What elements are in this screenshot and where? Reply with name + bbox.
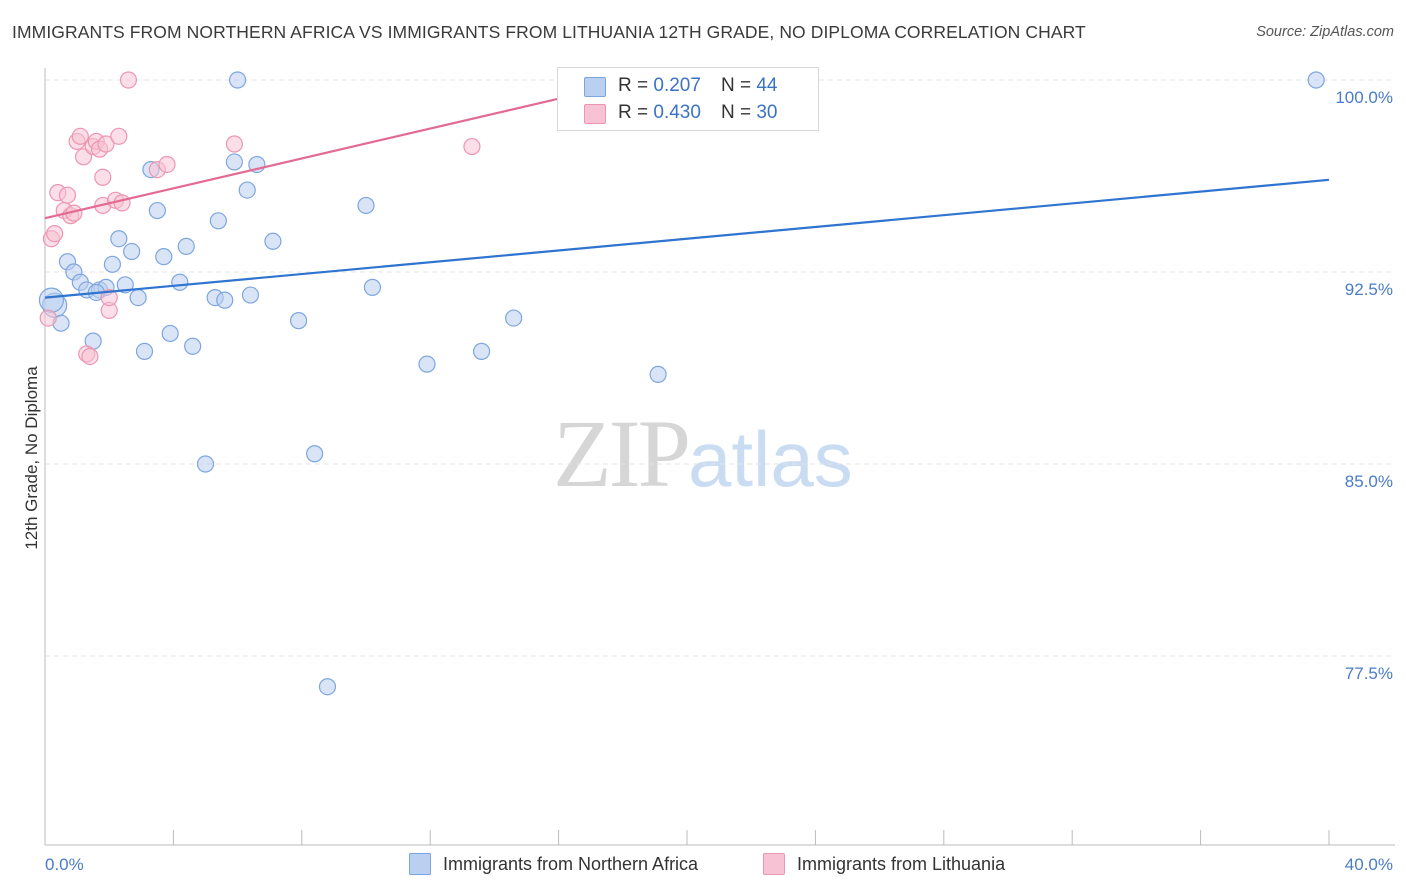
point-northern-africa — [184, 337, 202, 355]
point-northern-africa — [306, 445, 324, 463]
point-lithuania — [113, 194, 131, 212]
n-value: 30 — [756, 102, 778, 123]
x-tick-label: 40.0% — [1345, 855, 1393, 874]
n-label: N = — [720, 102, 752, 123]
chart-title: IMMIGRANTS FROM NORTHERN AFRICA VS IMMIG… — [12, 22, 1086, 42]
point-northern-africa — [103, 255, 122, 273]
point-northern-africa — [472, 342, 491, 360]
watermark: ZIPatlas — [553, 398, 853, 509]
watermark-atlas: atlas — [688, 415, 853, 503]
legend-swatch-lithuania — [763, 853, 785, 875]
regression-line-northern-africa — [44, 178, 1330, 299]
r-label: R = — [618, 102, 649, 123]
regression-line-lithuania — [44, 78, 640, 220]
legend-swatch-lithuania — [584, 104, 606, 124]
n-value: 44 — [756, 75, 778, 96]
bottom-legend-lithuania: Immigrants from Lithuania — [763, 851, 1005, 877]
y-tick-label: 85.0% — [1345, 472, 1393, 491]
point-northern-africa — [649, 365, 667, 383]
point-northern-africa — [363, 278, 382, 296]
point-northern-africa — [135, 342, 154, 360]
legend-label-lithuania: Immigrants from Lithuania — [797, 853, 1006, 874]
point-lithuania — [119, 71, 138, 89]
point-northern-africa — [155, 248, 173, 266]
y-tick-label: 92.5% — [1345, 280, 1393, 299]
tick-labels: 100.0% 92.5% 85.0% 77.5% 0.0% 40.0% — [45, 88, 1393, 874]
point-northern-africa — [238, 181, 256, 199]
point-lithuania — [110, 127, 128, 145]
legend-label-northern-africa: Immigrants from Northern Africa — [443, 853, 699, 874]
point-northern-africa — [129, 289, 147, 307]
point-lithuania — [71, 127, 89, 145]
axes — [44, 68, 1395, 846]
r-label: R = — [618, 75, 649, 96]
source-credit: Source: ZipAtlas.com — [1256, 24, 1394, 40]
point-northern-africa — [1307, 71, 1325, 89]
r-value: 0.207 — [653, 75, 701, 96]
point-northern-africa — [318, 678, 337, 696]
point-northern-africa — [177, 237, 195, 255]
point-lithuania — [463, 137, 481, 156]
point-northern-africa — [209, 212, 227, 230]
watermark-zip: ZIP — [553, 400, 691, 507]
legend-swatch-northern-africa — [409, 853, 431, 875]
point-lithuania — [225, 135, 243, 153]
point-northern-africa — [38, 287, 65, 313]
y-tick-label: 77.5% — [1345, 664, 1393, 683]
point-lithuania — [100, 289, 118, 307]
point-northern-africa — [241, 286, 260, 304]
point-northern-africa — [357, 196, 375, 215]
point-northern-africa — [110, 230, 128, 248]
x-tick-label: 0.0% — [45, 855, 84, 874]
point-northern-africa — [148, 201, 166, 220]
y-tick-label: 100.0% — [1335, 88, 1393, 107]
point-lithuania — [158, 155, 176, 174]
point-lithuania — [46, 225, 64, 243]
point-northern-africa — [171, 273, 189, 291]
point-lithuania — [58, 186, 77, 204]
point-northern-africa — [161, 324, 179, 343]
y-axis-label: 12th Grade, No Diploma — [22, 366, 41, 550]
n-label: N = — [720, 75, 752, 96]
point-lithuania — [81, 347, 99, 366]
point-northern-africa — [289, 312, 308, 330]
point-northern-africa — [229, 71, 247, 89]
point-lithuania — [97, 135, 115, 153]
point-northern-africa — [505, 309, 523, 327]
r-value: 0.430 — [653, 102, 701, 123]
point-northern-africa — [225, 153, 243, 171]
correlation-legend: R = 0.207 N = 44 R = 0.430 N = 30 — [557, 67, 819, 131]
point-lithuania — [39, 309, 57, 327]
point-lithuania — [94, 168, 112, 186]
point-northern-africa — [264, 232, 282, 250]
legend-row-lithuania: R = 0.430 N = 30 — [618, 100, 777, 126]
point-northern-africa — [418, 355, 436, 373]
legend-swatch-northern-africa — [584, 77, 606, 97]
point-northern-africa — [216, 291, 234, 309]
legend-row-northern-africa: R = 0.207 N = 44 — [618, 73, 777, 99]
point-northern-africa — [123, 242, 141, 261]
data-points — [38, 71, 1325, 696]
bottom-legend-northern-africa: Immigrants from Northern Africa — [409, 851, 698, 877]
regression-lines — [44, 78, 1330, 299]
point-northern-africa — [196, 455, 215, 473]
grid-lines — [45, 79, 1395, 657]
